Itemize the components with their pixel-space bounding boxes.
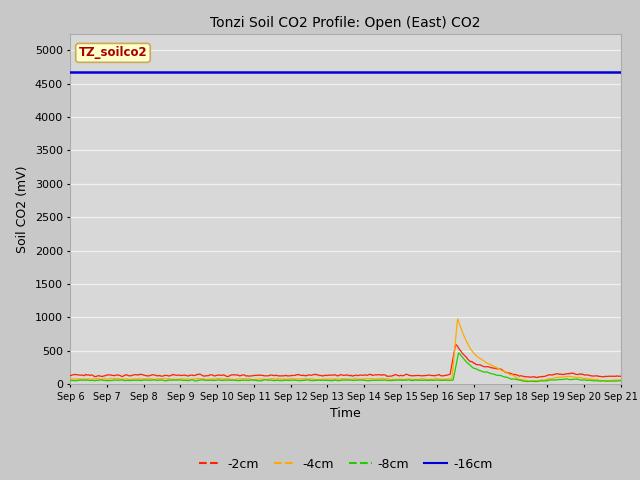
Title: Tonzi Soil CO2 Profile: Open (East) CO2: Tonzi Soil CO2 Profile: Open (East) CO2: [211, 16, 481, 30]
Text: TZ_soilco2: TZ_soilco2: [79, 47, 147, 60]
Y-axis label: Soil CO2 (mV): Soil CO2 (mV): [16, 165, 29, 252]
Legend: -2cm, -4cm, -8cm, -16cm: -2cm, -4cm, -8cm, -16cm: [194, 453, 498, 476]
X-axis label: Time: Time: [330, 407, 361, 420]
